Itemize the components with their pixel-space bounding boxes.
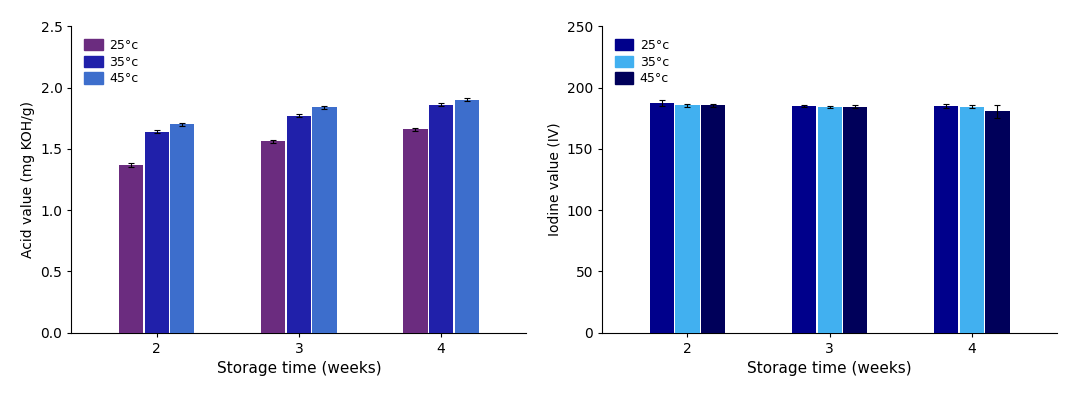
Bar <box>313 107 336 333</box>
Y-axis label: Iodine value (IV): Iodine value (IV) <box>548 123 562 236</box>
Bar <box>119 165 143 333</box>
Bar <box>843 106 868 333</box>
Legend: 25°c, 35°c, 45°c: 25°c, 35°c, 45°c <box>608 33 675 92</box>
Bar <box>261 141 286 333</box>
Bar <box>403 129 428 333</box>
Bar <box>792 106 816 333</box>
Bar <box>170 124 194 333</box>
Bar <box>817 107 842 333</box>
Bar <box>650 103 674 333</box>
Bar <box>287 116 312 333</box>
Bar <box>959 106 984 333</box>
Bar <box>429 105 453 333</box>
X-axis label: Storage time (weeks): Storage time (weeks) <box>747 361 912 376</box>
Bar <box>701 105 725 333</box>
Legend: 25°c, 35°c, 45°c: 25°c, 35°c, 45°c <box>78 33 144 92</box>
Bar <box>935 106 958 333</box>
Bar <box>144 132 169 333</box>
X-axis label: Storage time (weeks): Storage time (weeks) <box>217 361 382 376</box>
Y-axis label: Acid value (mg KOH/g): Acid value (mg KOH/g) <box>20 101 34 258</box>
Bar <box>455 100 479 333</box>
Bar <box>675 105 700 333</box>
Bar <box>985 112 1010 333</box>
